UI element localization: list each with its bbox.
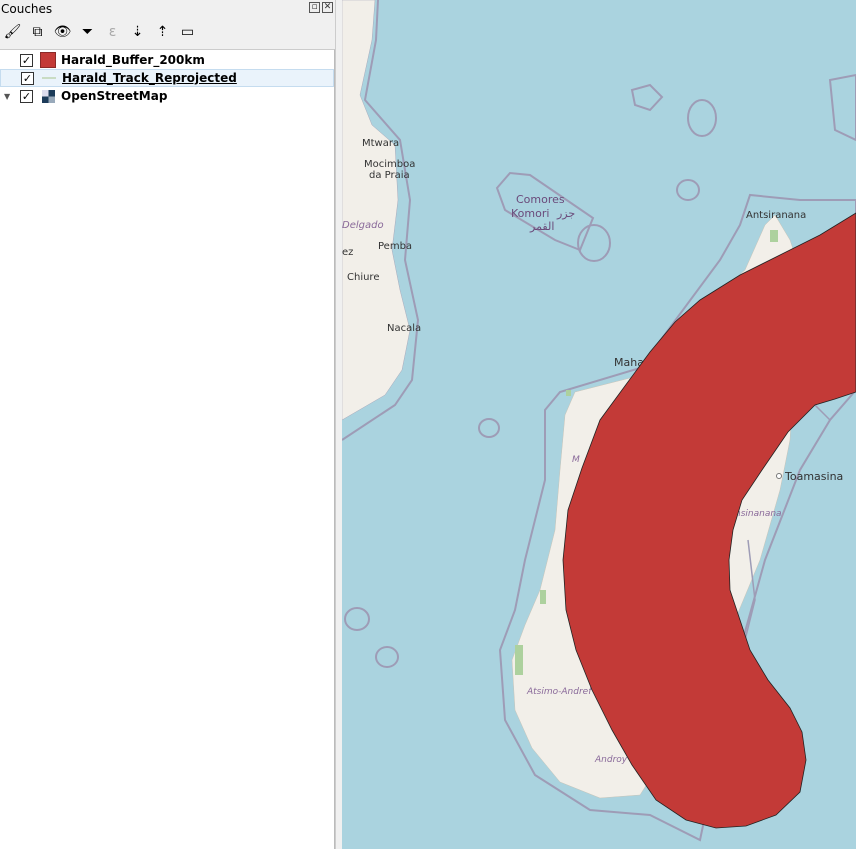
float-panel-button[interactable]: ▫ (309, 2, 320, 13)
layer-row-track[interactable]: ✓ Harald_Track_Reprojected (0, 69, 334, 87)
layer-name: Harald_Buffer_200km (61, 53, 205, 67)
map-label: ez (342, 247, 353, 258)
map-label: Chiure (347, 272, 379, 283)
map-label: Mocimboa (364, 159, 415, 170)
layer-row-osm[interactable]: ▼ ✓ OpenStreetMap (0, 87, 334, 105)
map-label: Mtwara (362, 138, 399, 149)
panel-title: Couches (1, 2, 53, 16)
map-label: Antsiranana (746, 210, 806, 221)
map-svg: Mtwara Mocimboa da Praia Pemba ez Chiure… (342, 0, 856, 842)
visibility-icon[interactable]: 👁 (53, 23, 72, 40)
layer-checkbox[interactable]: ✓ (21, 71, 34, 85)
close-panel-button[interactable]: ✕ (322, 2, 333, 13)
filter-icon[interactable]: ⏷ (81, 23, 94, 40)
layer-name: OpenStreetMap (61, 89, 168, 103)
raster-tile-icon (42, 89, 55, 103)
expression-filter-icon[interactable]: ε (108, 23, 117, 40)
madagascar-boundary (498, 193, 856, 842)
layers-toolbar: 🖌 ⧉ 👁 ⏷ ε ⇣ ⇡ ▭ (3, 22, 197, 41)
map-label: Atsimo-Andref (526, 687, 593, 697)
map-label: Delgado (342, 220, 384, 231)
buffer-polygon (562, 212, 856, 829)
maritime-boundary (342, 0, 420, 441)
layer-checkbox[interactable]: ✓ (20, 53, 33, 67)
map-label: nsinanana (735, 509, 782, 519)
polygon-symbol-icon (40, 52, 56, 68)
map-label: Androy (594, 755, 628, 765)
map-label: M (572, 455, 580, 465)
map-label: Pemba (378, 241, 412, 252)
map-label: القمر (529, 220, 554, 233)
map-label: Nacala (387, 323, 421, 334)
map-canvas[interactable]: Mtwara Mocimboa da Praia Pemba ez Chiure… (342, 0, 856, 849)
map-label: da Praia (369, 170, 410, 181)
map-label: Toamasina (784, 470, 843, 483)
style-manager-icon[interactable]: 🖌 (3, 23, 22, 40)
map-label: Comores (516, 193, 565, 206)
map-label: Maha (614, 356, 644, 369)
africa-land (342, 0, 411, 421)
expand-arrow-icon[interactable]: ▼ (4, 91, 11, 101)
map-label: جزر (556, 207, 575, 220)
layer-row-buffer[interactable]: ✓ Harald_Buffer_200km (0, 51, 334, 69)
layers-panel: Couches ▫ ✕ 🖌 ⧉ 👁 ⏷ ε ⇣ ⇡ ▭ ✓ Harald_Buffer_200k… (0, 0, 335, 849)
map-label: Komori (511, 207, 549, 220)
comores-boundary (495, 171, 595, 252)
expand-all-icon[interactable]: ⇣ (131, 23, 144, 40)
panel-splitter[interactable] (335, 0, 342, 849)
line-symbol-icon (42, 77, 56, 79)
layer-checkbox[interactable]: ✓ (20, 89, 33, 103)
layer-tree[interactable]: ✓ Harald_Buffer_200km ✓ Harald_Track_Rep… (0, 49, 335, 849)
collapse-all-icon[interactable]: ⇡ (156, 23, 169, 40)
remove-layer-icon[interactable]: ▭ (180, 23, 195, 40)
add-group-icon[interactable]: ⧉ (32, 23, 43, 40)
layer-name: Harald_Track_Reprojected (62, 71, 237, 85)
